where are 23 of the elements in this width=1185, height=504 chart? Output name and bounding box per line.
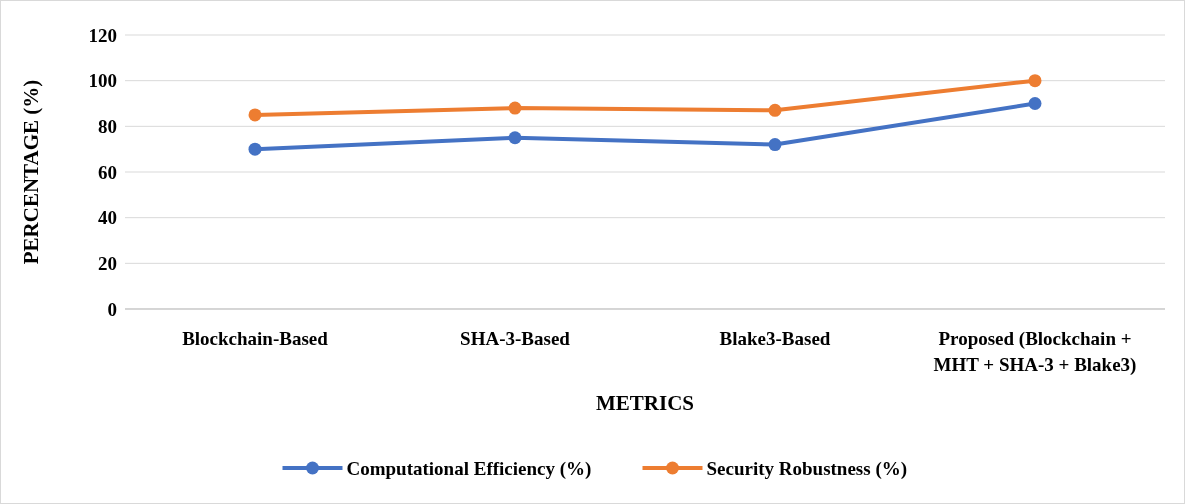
y-tick-label: 20 bbox=[98, 252, 117, 274]
point bbox=[248, 142, 262, 156]
x-tick-label: Proposed (Blockchain + MHT + SHA-3 + Blake3) bbox=[933, 328, 1137, 376]
legend-label: Computational Efficiency (%) bbox=[346, 457, 592, 480]
y-tick-label: 100 bbox=[88, 70, 117, 92]
point bbox=[1028, 74, 1042, 88]
x-tick-label: SHA-3-Based bbox=[460, 328, 571, 349]
point bbox=[768, 138, 782, 152]
point bbox=[248, 108, 262, 122]
point bbox=[508, 101, 522, 115]
y-tick-label: 0 bbox=[107, 298, 117, 320]
y-tick-label: 80 bbox=[98, 115, 117, 137]
y-tick-label: 40 bbox=[98, 207, 117, 229]
legend-label: Security Robustness (%) bbox=[706, 457, 908, 480]
x-axis-title: METRICS bbox=[595, 391, 695, 415]
point bbox=[768, 103, 782, 117]
y-axis-title: PERCENTAGE (%) bbox=[19, 79, 43, 265]
y-tick-label: 120 bbox=[88, 24, 117, 46]
x-tick-label: Blake3-Based bbox=[719, 328, 831, 349]
point bbox=[508, 131, 522, 145]
point bbox=[1028, 97, 1042, 110]
x-tick-label: Blockchain-Based bbox=[182, 328, 329, 349]
y-tick-label: 60 bbox=[98, 161, 117, 183]
